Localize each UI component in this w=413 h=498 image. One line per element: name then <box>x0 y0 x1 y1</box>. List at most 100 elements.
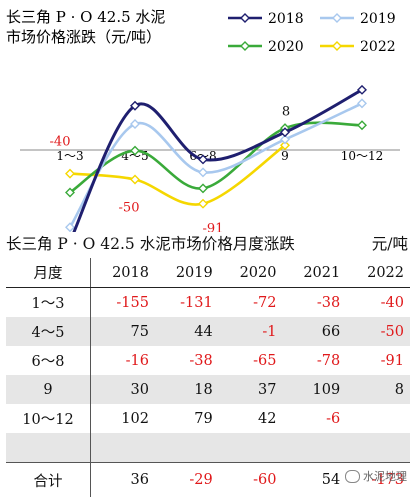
table-cell: -50 <box>346 317 410 346</box>
series-2018 <box>72 84 367 232</box>
table-row: 10～12 102 79 42 -6 <box>6 404 410 433</box>
table-title: 长三角 P · O 42.5 水泥市场价格月度涨跌 元/吨 <box>6 232 410 256</box>
x-tick-label: 1～3 <box>56 149 83 163</box>
table-cell: 42 <box>258 410 277 427</box>
row-label: 6～8 <box>6 346 91 375</box>
data-point <box>280 140 290 151</box>
table-cell: -131 <box>180 294 213 311</box>
header-cell: 2022 <box>346 258 410 288</box>
table-unit: 元/吨 <box>371 235 408 253</box>
table-cell <box>346 404 410 433</box>
chart-title-line: 长三角 P · O 42.5 水泥 <box>6 8 165 26</box>
chart-series <box>65 84 367 232</box>
table-cell: -38 <box>316 294 341 311</box>
table-cell: 109 <box>282 375 347 404</box>
legend-label: 2020 <box>268 39 304 55</box>
annotation-label: -40 <box>50 135 71 150</box>
table-cell: 8 <box>346 375 410 404</box>
table-cell: 30 <box>90 375 155 404</box>
header-cell: 月度 <box>6 258 91 288</box>
row-label: 9 <box>6 375 91 404</box>
table-cell: 79 <box>194 410 213 427</box>
series-line <box>69 144 286 206</box>
table-cell <box>282 433 347 463</box>
price-change-table: 月度 2018 2019 2020 2021 2022 1～3 -155 -131-… <box>6 258 410 497</box>
table-cell: 18 <box>154 375 219 404</box>
legend-item-2020: 2020 <box>228 39 304 55</box>
table-cell <box>218 433 283 463</box>
table-cell: -91 <box>380 352 404 369</box>
table-title-text: 长三角 P · O 42.5 水泥市场价格月度涨跌 <box>6 235 295 253</box>
chart-legend: 2018 2019 2020 2022 <box>228 11 396 55</box>
table-cell <box>154 433 219 463</box>
row-label: 合计 <box>6 462 91 497</box>
chart-title-line: 市场价格涨跌（元/吨） <box>6 28 161 46</box>
watermark: 水泥地理 <box>345 468 407 484</box>
header-cell: 2019 <box>154 258 219 288</box>
legend-item-2018: 2018 <box>228 11 304 27</box>
legend-item-2022: 2022 <box>320 39 396 55</box>
data-point <box>65 187 75 198</box>
legend-marker <box>240 13 250 23</box>
legend-label: 2018 <box>268 11 304 27</box>
table-header-row: 月度 2018 2019 2020 2021 2022 <box>6 258 410 288</box>
table-cell <box>346 433 410 463</box>
row-label: 1～3 <box>6 287 91 317</box>
row-label: 4～5 <box>6 317 91 346</box>
table-row: 6～8 -16 -38 -65 -78 -91 <box>6 346 410 375</box>
x-tick-label: 9 <box>281 149 289 163</box>
data-point <box>280 127 290 138</box>
data-point <box>280 134 290 145</box>
table-cell: -16 <box>125 352 149 369</box>
data-point <box>130 100 140 111</box>
data-point <box>65 168 75 179</box>
wechat-icon <box>345 469 360 483</box>
table-row: 1～3 -155 -131 -72 -38 -40 <box>6 287 410 317</box>
data-point <box>357 98 367 109</box>
table-cell: -38 <box>189 352 213 369</box>
table-cell: -6 <box>326 410 341 427</box>
legend-marker <box>332 13 342 23</box>
table-cell: -72 <box>253 294 277 311</box>
data-point <box>198 198 208 209</box>
row-label: 10～12 <box>6 404 91 433</box>
table-total-row: 合计 36 -29 -60 54 -173 <box>6 462 410 497</box>
legend-item-2019: 2019 <box>320 11 396 27</box>
data-point <box>198 183 208 194</box>
table-cell: 36 <box>90 462 155 497</box>
annotation-label: -50 <box>119 201 140 216</box>
watermark-text: 水泥地理 <box>363 470 407 483</box>
table-row: 4～5 75 44 -1 66 -50 <box>6 317 410 346</box>
table-cell: -60 <box>218 462 283 497</box>
table-cell: -1 <box>218 317 283 346</box>
table-row: 9 30 18 37 109 8 <box>6 375 410 404</box>
legend-marker <box>240 41 250 51</box>
data-point <box>65 222 75 232</box>
series-2022 <box>65 140 290 209</box>
data-point <box>198 154 208 165</box>
table-cell: 54 <box>282 462 347 497</box>
table-cell: 102 <box>121 410 149 427</box>
series-line <box>72 88 363 232</box>
data-point <box>130 145 140 156</box>
header-cell: 2020 <box>218 258 283 288</box>
annotation-label: -91 <box>203 222 224 232</box>
table-cell: 75 <box>90 317 155 346</box>
legend-label: 2019 <box>360 11 396 27</box>
series-2019 <box>65 98 367 232</box>
table-cell: 44 <box>154 317 219 346</box>
data-point <box>130 174 140 185</box>
annotation-label: 8 <box>282 104 290 119</box>
table-cell: -155 <box>116 294 149 311</box>
chart-annotations: -40 -50 -91 8 <box>50 104 291 232</box>
table-cell: -29 <box>154 462 219 497</box>
table-cell <box>90 433 155 463</box>
data-point <box>130 119 140 130</box>
header-cell: 2021 <box>282 258 347 288</box>
header-cell: 2018 <box>90 258 155 288</box>
table-row <box>6 433 410 463</box>
row-label <box>6 433 91 463</box>
x-tick-label: 10～12 <box>341 149 384 163</box>
legend-marker <box>332 41 342 51</box>
